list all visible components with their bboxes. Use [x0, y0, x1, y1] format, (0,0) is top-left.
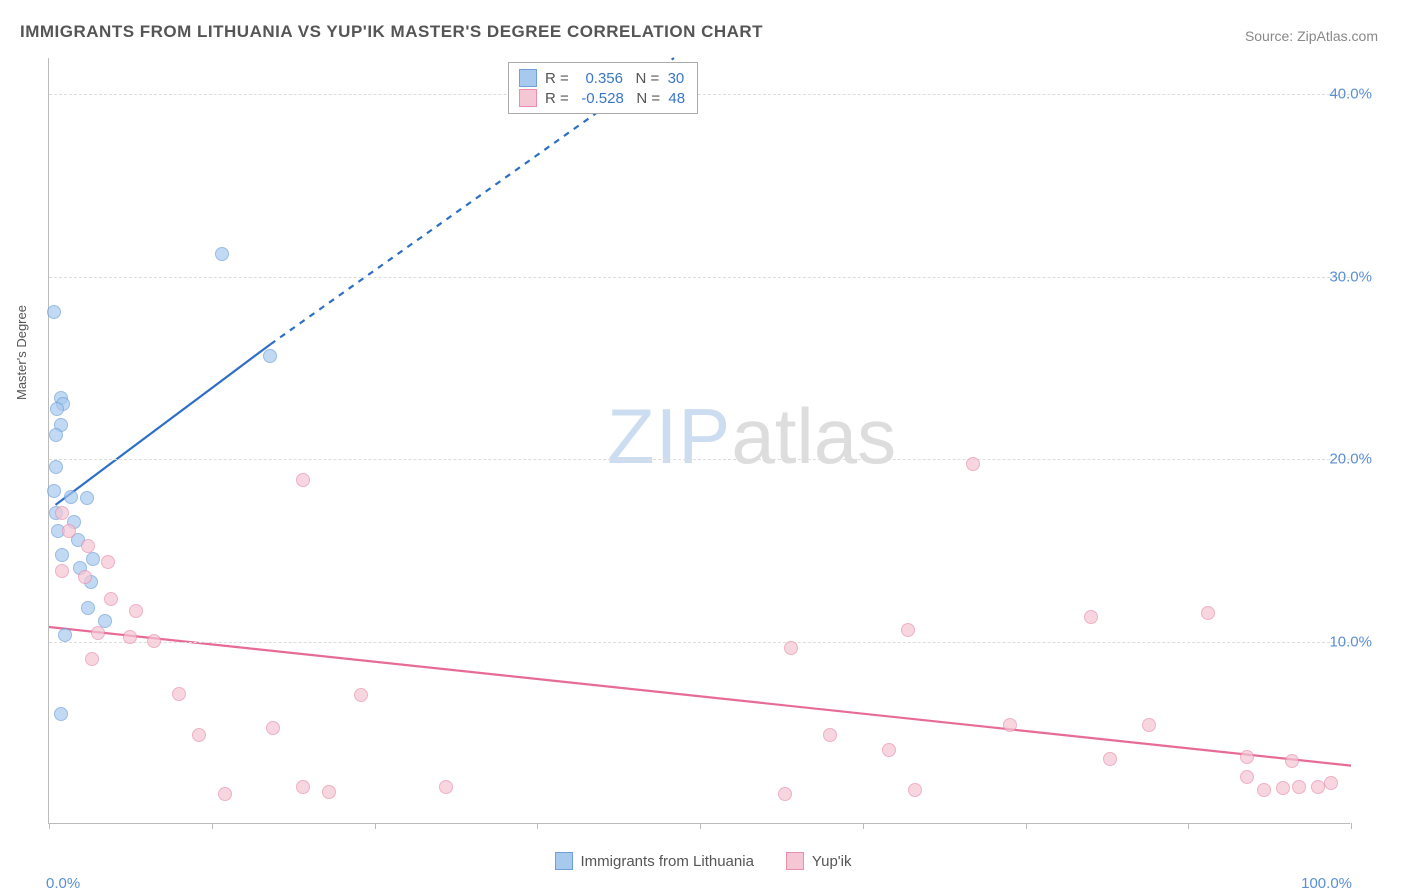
data-point	[1324, 776, 1338, 790]
data-point	[81, 539, 95, 553]
data-point	[55, 548, 69, 562]
data-point	[296, 780, 310, 794]
legend-text: R = -0.528 N = 48	[545, 90, 685, 107]
gridline-h	[49, 277, 1350, 278]
data-point	[266, 721, 280, 735]
watermark-suffix: atlas	[731, 391, 896, 479]
x-tick	[1351, 823, 1352, 829]
legend-swatch	[519, 89, 537, 107]
x-tick	[700, 823, 701, 829]
data-point	[784, 641, 798, 655]
data-point	[1292, 780, 1306, 794]
y-tick-label: 40.0%	[1329, 86, 1372, 103]
trend-line	[56, 344, 271, 504]
gridline-h	[49, 94, 1350, 95]
legend-swatch	[786, 852, 804, 870]
data-point	[49, 460, 63, 474]
plot-area: ZIPatlas	[48, 58, 1350, 824]
legend-swatch	[555, 852, 573, 870]
x-tick	[1188, 823, 1189, 829]
data-point	[50, 402, 64, 416]
data-point	[296, 473, 310, 487]
y-tick-label: 30.0%	[1329, 268, 1372, 285]
data-point	[1257, 783, 1271, 797]
gridline-h	[49, 642, 1350, 643]
correlation-legend: R = 0.356 N = 30 R = -0.528 N = 48	[508, 62, 698, 114]
watermark: ZIPatlas	[607, 390, 896, 481]
data-point	[54, 707, 68, 721]
data-point	[1201, 606, 1215, 620]
data-point	[104, 592, 118, 606]
x-tick	[863, 823, 864, 829]
data-point	[192, 728, 206, 742]
source-attribution: Source: ZipAtlas.com	[1245, 28, 1378, 44]
legend-series-name: Yup'ik	[812, 853, 852, 870]
data-point	[58, 628, 72, 642]
data-point	[101, 555, 115, 569]
data-point	[1103, 752, 1117, 766]
data-point	[966, 457, 980, 471]
data-point	[1003, 718, 1017, 732]
data-point	[908, 783, 922, 797]
data-point	[47, 484, 61, 498]
data-point	[98, 614, 112, 628]
data-point	[1276, 781, 1290, 795]
series-legend: Immigrants from Lithuania Yup'ik	[0, 852, 1406, 870]
y-axis-label: Master's Degree	[14, 305, 29, 400]
x-tick	[537, 823, 538, 829]
data-point	[1142, 718, 1156, 732]
legend-row: R = 0.356 N = 30	[519, 68, 685, 88]
y-tick-label: 10.0%	[1329, 633, 1372, 650]
data-point	[823, 728, 837, 742]
data-point	[1240, 750, 1254, 764]
data-point	[91, 626, 105, 640]
data-point	[1084, 610, 1098, 624]
data-point	[85, 652, 99, 666]
legend-swatch	[519, 69, 537, 87]
x-tick-label: 0.0%	[46, 875, 80, 892]
watermark-prefix: ZIP	[607, 391, 731, 479]
trend-lines-svg	[49, 58, 1351, 824]
x-tick	[49, 823, 50, 829]
data-point	[129, 604, 143, 618]
x-tick	[375, 823, 376, 829]
data-point	[123, 630, 137, 644]
data-point	[882, 743, 896, 757]
data-point	[80, 491, 94, 505]
legend-series-name: Immigrants from Lithuania	[581, 853, 754, 870]
data-point	[147, 634, 161, 648]
data-point	[55, 506, 69, 520]
chart-title: IMMIGRANTS FROM LITHUANIA VS YUP'IK MAST…	[20, 22, 763, 42]
data-point	[1311, 780, 1325, 794]
data-point	[86, 552, 100, 566]
x-tick	[212, 823, 213, 829]
legend-text: R = 0.356 N = 30	[545, 70, 684, 87]
legend-bottom-item: Yup'ik	[786, 852, 852, 870]
y-tick-label: 20.0%	[1329, 451, 1372, 468]
x-tick-label: 100.0%	[1301, 875, 1352, 892]
data-point	[78, 570, 92, 584]
data-point	[47, 305, 61, 319]
data-point	[439, 780, 453, 794]
data-point	[81, 601, 95, 615]
data-point	[1240, 770, 1254, 784]
data-point	[1285, 754, 1299, 768]
trend-line	[49, 627, 1351, 766]
data-point	[354, 688, 368, 702]
data-point	[215, 247, 229, 261]
legend-row: R = -0.528 N = 48	[519, 88, 685, 108]
data-point	[901, 623, 915, 637]
data-point	[62, 524, 76, 538]
data-point	[49, 428, 63, 442]
data-point	[322, 785, 336, 799]
data-point	[55, 564, 69, 578]
data-point	[263, 349, 277, 363]
legend-bottom-item: Immigrants from Lithuania	[555, 852, 754, 870]
gridline-h	[49, 459, 1350, 460]
data-point	[218, 787, 232, 801]
x-tick	[1026, 823, 1027, 829]
data-point	[172, 687, 186, 701]
data-point	[64, 490, 78, 504]
data-point	[778, 787, 792, 801]
